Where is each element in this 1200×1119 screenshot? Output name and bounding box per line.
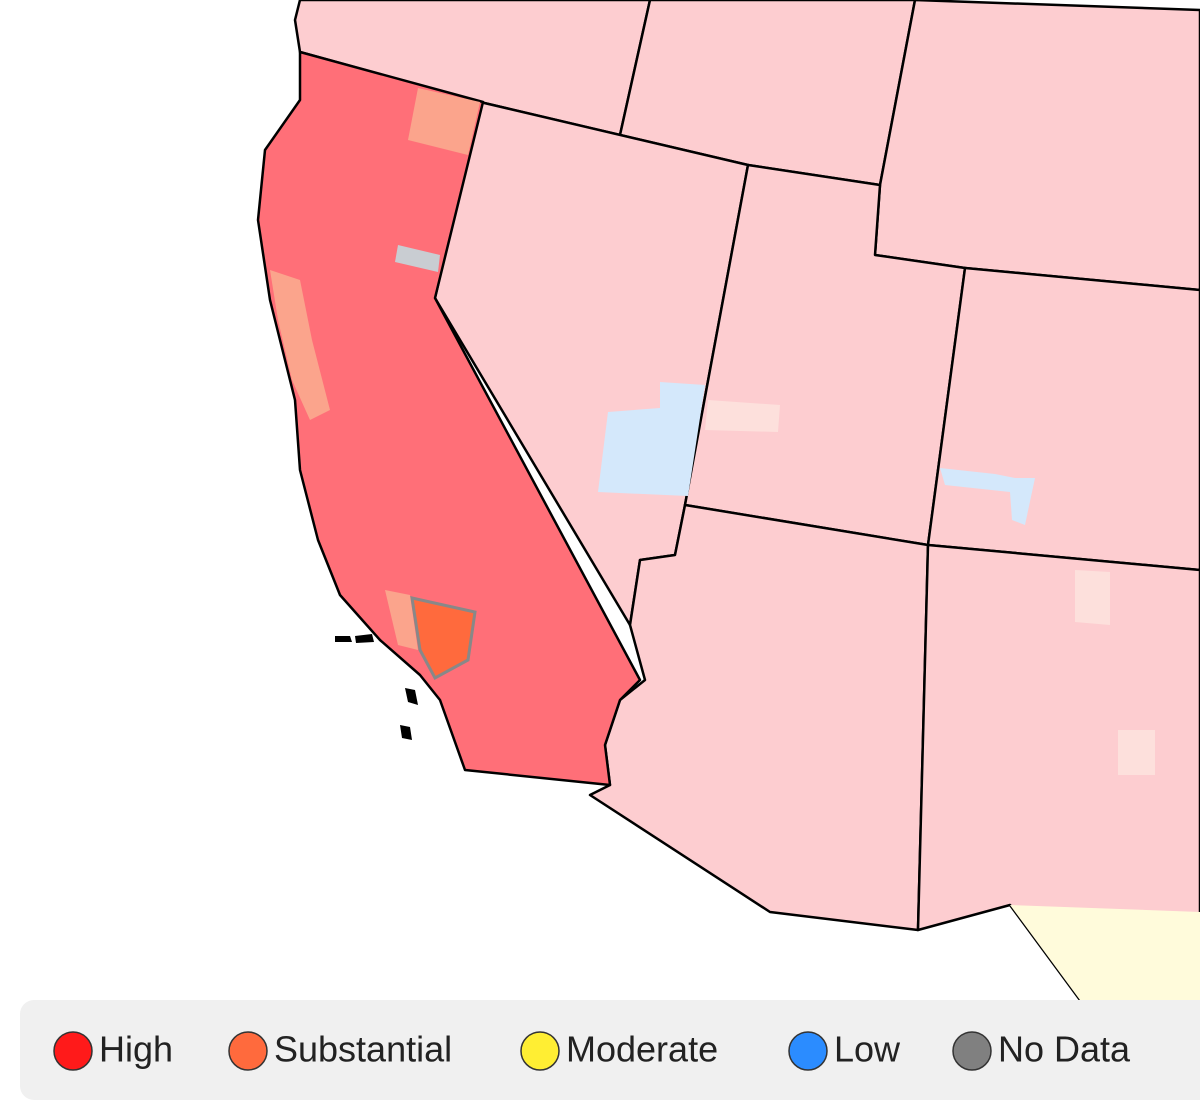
county-substantial	[385, 590, 418, 650]
legend-label: Moderate	[566, 1029, 718, 1070]
county-low	[598, 382, 705, 496]
legend-label: No Data	[998, 1029, 1131, 1070]
county-moderate-tint	[1118, 730, 1155, 775]
montana-wyoming	[873, 0, 1200, 292]
states	[256, 0, 1200, 1002]
legend-swatch	[788, 1031, 828, 1071]
county-substantial	[408, 88, 480, 155]
island	[355, 634, 374, 643]
legend: High Substantial Moderate Low No Data	[53, 1029, 1131, 1071]
county-substantial	[270, 270, 330, 420]
texas	[1010, 905, 1200, 1000]
county-moderate-tint	[1075, 570, 1110, 625]
colorado	[926, 266, 1200, 572]
california	[256, 50, 642, 787]
county-low	[940, 468, 1035, 525]
legend-label: Substantial	[274, 1029, 452, 1070]
island	[335, 636, 352, 642]
legend-swatch	[53, 1031, 93, 1071]
legend-item[interactable]: Low	[788, 1029, 901, 1071]
legend-swatch	[952, 1031, 992, 1071]
island	[405, 688, 418, 705]
legend-item[interactable]: Moderate	[520, 1029, 718, 1071]
island	[400, 725, 412, 740]
legend-swatch	[228, 1031, 268, 1071]
county-no-data	[395, 245, 440, 272]
legend-item[interactable]: High	[53, 1029, 173, 1071]
legend-label: Low	[834, 1029, 901, 1070]
legend-label: High	[99, 1029, 173, 1070]
counties	[270, 88, 1155, 775]
county-moderate-tint	[705, 400, 780, 432]
county-los-angeles	[410, 596, 477, 681]
legend-box	[20, 1000, 1200, 1100]
legend-swatch	[520, 1031, 560, 1071]
legend-item[interactable]: No Data	[952, 1029, 1131, 1071]
legend-item[interactable]: Substantial	[228, 1029, 452, 1071]
